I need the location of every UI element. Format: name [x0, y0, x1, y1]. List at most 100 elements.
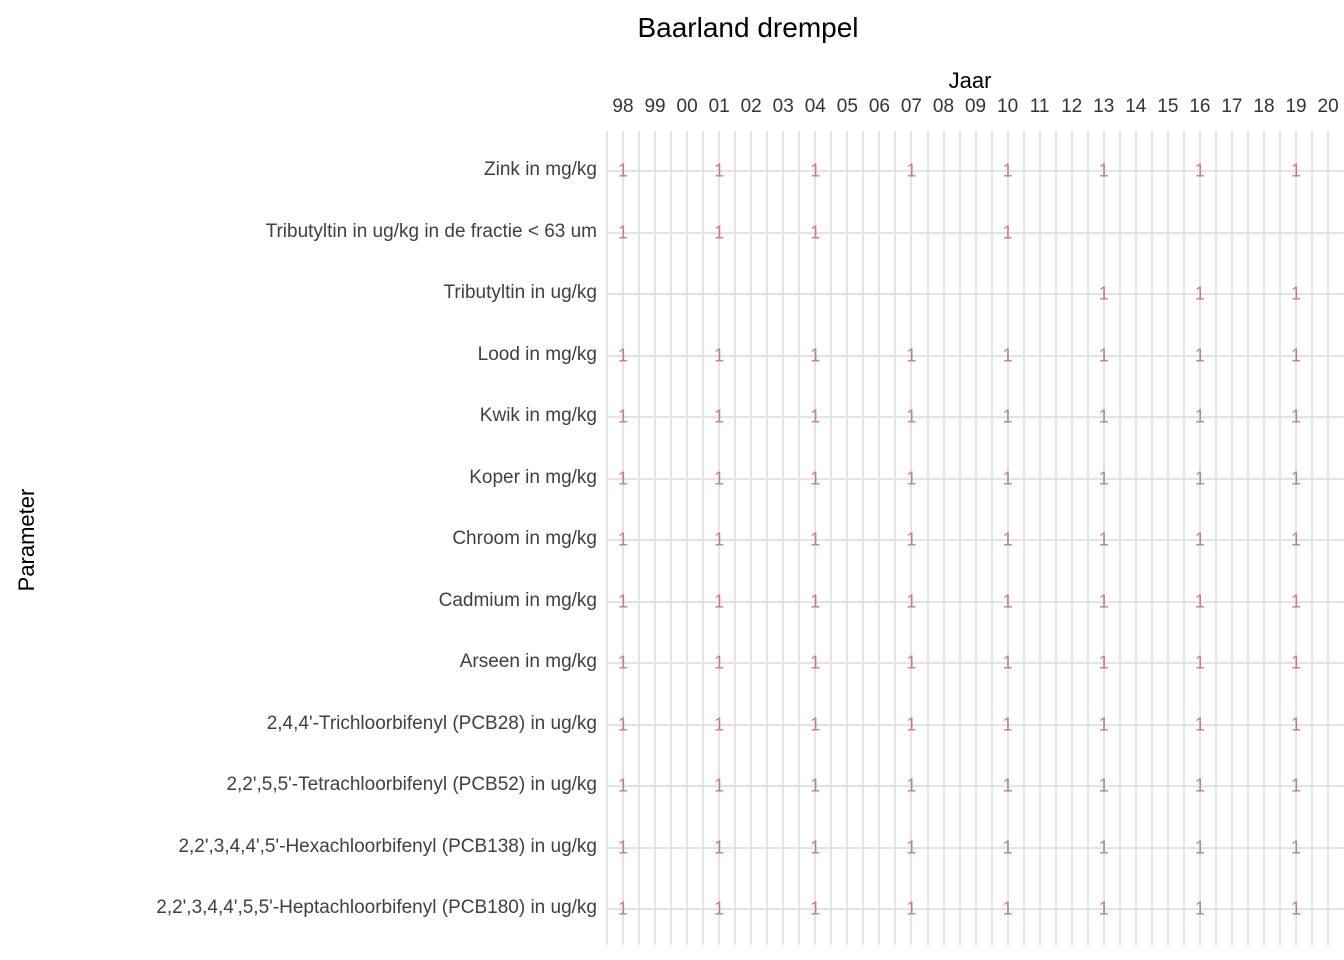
row-label: Koper in mg/kg — [469, 466, 597, 488]
row-label: Chroom in mg/kg — [452, 527, 597, 549]
cell-value: 1 — [906, 591, 917, 612]
cell-value: 1 — [1291, 714, 1302, 735]
cell-value: 1 — [1002, 898, 1013, 919]
cell-value: 1 — [714, 714, 725, 735]
cell-value: 1 — [1098, 714, 1109, 735]
vertical-gridline — [782, 131, 785, 945]
vertical-gridline — [1086, 131, 1089, 945]
cell-value: 1 — [810, 652, 821, 673]
horizontal-gridline — [607, 231, 1344, 234]
vertical-gridline — [1150, 131, 1153, 945]
row-label: 2,2',5,5'-Tetrachloorbifenyl (PCB52) in … — [226, 773, 597, 795]
vertical-gridline — [894, 131, 897, 945]
cell-value: 1 — [810, 591, 821, 612]
vertical-gridline — [670, 131, 673, 945]
x-tick-label: 10 — [997, 96, 1019, 117]
cell-value: 1 — [1098, 591, 1109, 612]
cell-value: 1 — [1002, 160, 1013, 181]
cell-value: 1 — [810, 406, 821, 427]
vertical-gridline — [1182, 131, 1185, 945]
chart-title: Baarland drempel — [637, 12, 859, 43]
vertical-gridline — [1198, 131, 1201, 945]
cell-value: 1 — [1291, 345, 1302, 366]
cell-value: 1 — [714, 652, 725, 673]
cell-value: 1 — [1291, 898, 1302, 919]
cell-value: 1 — [1098, 529, 1109, 550]
vertical-gridline — [1311, 131, 1314, 945]
cell-value: 1 — [714, 775, 725, 796]
cell-value: 1 — [1098, 652, 1109, 673]
horizontal-gridline — [607, 846, 1344, 849]
cell-value: 1 — [1002, 714, 1013, 735]
cell-value: 1 — [906, 837, 917, 858]
cell-value: 1 — [1194, 283, 1205, 304]
cell-value: 1 — [617, 837, 629, 858]
vertical-gridline — [1279, 131, 1282, 945]
cell-value: 1 — [1002, 591, 1013, 612]
horizontal-gridline — [607, 785, 1344, 787]
cell-value: 1 — [810, 529, 821, 550]
cell-value: 1 — [906, 468, 917, 489]
vertical-gridline — [750, 131, 753, 945]
vertical-gridline — [686, 131, 689, 945]
vertical-gridline — [926, 131, 929, 945]
cell-value: 1 — [1002, 529, 1013, 550]
cell-value: 1 — [714, 160, 725, 181]
vertical-gridline — [798, 131, 801, 945]
vertical-gridline — [1022, 131, 1025, 945]
vertical-gridline — [1166, 131, 1169, 945]
x-axis-title: Jaar — [948, 68, 992, 93]
cell-value: 1 — [1291, 591, 1302, 612]
cell-value: 1 — [1194, 345, 1205, 366]
vertical-gridline — [1070, 131, 1073, 945]
cell-value: 1 — [1098, 406, 1109, 427]
vertical-gridline — [654, 131, 657, 945]
cell-value: 1 — [1002, 775, 1013, 796]
cell-value: 1 — [1098, 468, 1109, 489]
cell-value: 1 — [906, 529, 917, 550]
cell-value: 1 — [617, 775, 629, 796]
row-label: Lood in mg/kg — [477, 343, 597, 365]
vertical-gridline — [1295, 131, 1298, 945]
cell-value: 1 — [1291, 529, 1302, 550]
cell-value: 1 — [1194, 160, 1205, 181]
vertical-gridline — [1230, 131, 1233, 945]
horizontal-gridline — [607, 723, 1344, 726]
vertical-gridline — [718, 131, 721, 945]
vertical-gridline — [862, 131, 865, 945]
cell-value: 1 — [617, 591, 629, 612]
vertical-gridline — [638, 131, 641, 945]
x-tick-label: 14 — [1125, 96, 1147, 117]
cell-value: 1 — [1194, 714, 1205, 735]
horizontal-gridline — [607, 600, 1344, 603]
cell-value: 1 — [617, 160, 629, 181]
x-tick-label: 15 — [1157, 96, 1179, 117]
vertical-gridline — [958, 131, 961, 945]
vertical-gridline — [942, 131, 945, 945]
cell-value: 1 — [714, 837, 725, 858]
cell-value: 1 — [1194, 837, 1205, 858]
cell-value: 1 — [906, 714, 917, 735]
x-tick-label: 20 — [1317, 96, 1339, 117]
vertical-gridline — [734, 131, 737, 945]
row-label: Zink in mg/kg — [484, 158, 597, 180]
cell-value: 1 — [906, 652, 917, 673]
vertical-gridline — [1054, 131, 1057, 945]
cell-value: 1 — [1194, 775, 1205, 796]
cell-value: 1 — [617, 406, 629, 427]
cell-value: 1 — [1291, 775, 1302, 796]
cell-value: 1 — [617, 898, 629, 919]
cell-value: 1 — [1194, 406, 1205, 427]
cell-value: 1 — [714, 898, 725, 919]
x-tick-label: 03 — [772, 96, 794, 117]
vertical-gridline — [974, 131, 977, 945]
cell-value: 1 — [714, 591, 725, 612]
vertical-gridline — [606, 131, 608, 945]
cell-value: 1 — [1291, 468, 1302, 489]
cell-value: 1 — [1194, 898, 1205, 919]
cell-value: 1 — [1002, 345, 1013, 366]
horizontal-gridline — [607, 662, 1344, 664]
vertical-gridline — [1006, 131, 1009, 945]
x-tick-label: 09 — [964, 96, 987, 117]
